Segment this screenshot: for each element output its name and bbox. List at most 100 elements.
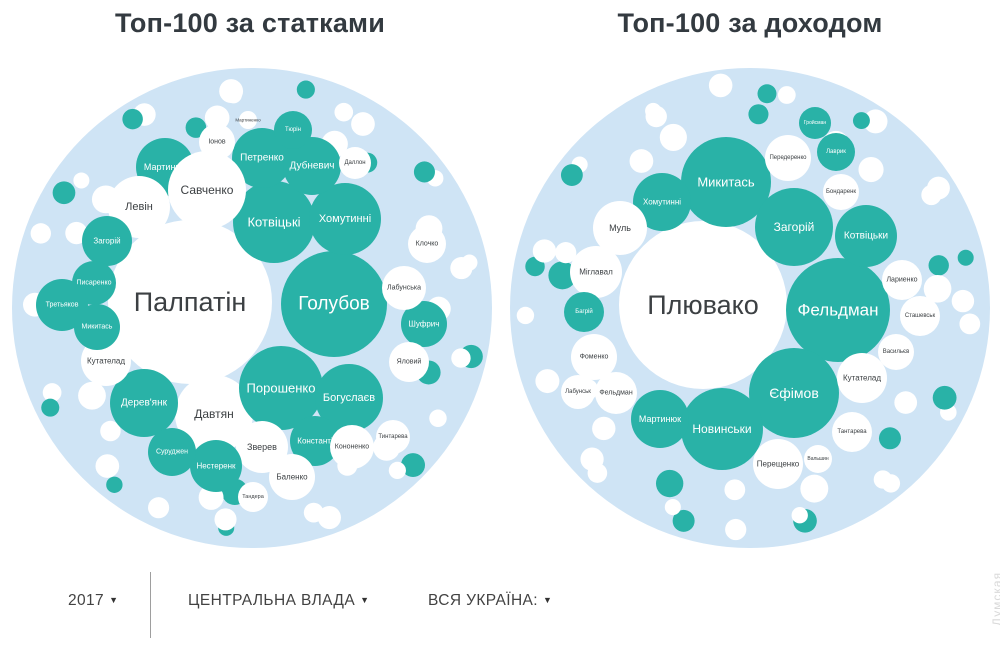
bubble-income-ring1-19[interactable] — [863, 109, 888, 134]
bubble-wealth-ring0-5[interactable] — [100, 420, 121, 442]
bubble-income-2[interactable] — [681, 137, 771, 227]
bubble-income-1[interactable] — [786, 258, 890, 362]
bubble-income-ring1-18[interactable] — [777, 86, 796, 104]
bubble-wealth-11[interactable] — [315, 364, 383, 432]
bubble-wealth-ring1-23[interactable] — [296, 80, 315, 99]
bubble-income-ring1-6[interactable] — [587, 463, 608, 483]
bubble-income-ring1-1[interactable] — [791, 507, 808, 524]
bubble-wealth-ring1-4[interactable] — [388, 461, 406, 479]
bubble-income-11[interactable] — [564, 292, 604, 332]
bubble-income-ring1-13[interactable] — [560, 164, 583, 186]
bubble-wealth-24[interactable] — [376, 420, 410, 454]
bubble-wealth-0[interactable] — [108, 220, 272, 384]
bubble-income-ring1-4[interactable] — [664, 498, 681, 516]
bubble-wealth-3[interactable] — [309, 183, 381, 255]
bubble-income-0[interactable] — [619, 221, 787, 389]
bubble-income-15[interactable] — [753, 439, 803, 489]
bubble-wealth-ring1-25[interactable] — [351, 112, 375, 136]
bubble-wealth-30[interactable] — [274, 111, 312, 149]
bubble-income-13[interactable] — [595, 372, 637, 414]
bubble-income-ring0-6[interactable] — [659, 123, 687, 152]
bubble-income-ring0-10[interactable] — [928, 255, 949, 276]
bubble-income-4[interactable] — [835, 205, 897, 267]
bubble-wealth-ring1-24[interactable] — [334, 102, 354, 122]
bubble-wealth-13[interactable] — [290, 416, 340, 466]
bubble-wealth-23[interactable] — [330, 425, 374, 469]
bubble-income-23[interactable] — [817, 133, 855, 171]
bubble-wealth-ring1-11[interactable] — [95, 454, 120, 478]
bubble-wealth-26[interactable] — [382, 266, 426, 310]
bubble-income-21[interactable] — [900, 296, 940, 336]
bubble-income-10[interactable] — [570, 246, 622, 298]
bubble-wealth-2[interactable] — [233, 181, 315, 263]
bubble-wealth-ring1-17[interactable] — [52, 181, 76, 205]
bubble-wealth-14[interactable] — [236, 421, 288, 473]
bubble-income-ring0-7[interactable] — [748, 104, 769, 125]
bubble-wealth-ring0-8[interactable] — [65, 221, 88, 245]
bubble-income-12[interactable] — [571, 334, 617, 380]
bubble-income-ring0-0[interactable] — [655, 469, 684, 498]
bubble-income-ring1-22[interactable] — [927, 176, 950, 200]
bubble-wealth-ring1-20[interactable] — [122, 108, 143, 130]
bubble-income-8[interactable] — [633, 173, 691, 231]
bubble-wealth-10[interactable] — [239, 346, 323, 430]
bubble-wealth-ring1-3[interactable] — [401, 453, 426, 478]
bubble-income-ring1-24[interactable] — [951, 289, 975, 313]
bubble-income-ring1-3[interactable] — [672, 509, 695, 532]
bubble-wealth-28[interactable] — [389, 342, 429, 382]
bubble-wealth-19[interactable] — [74, 304, 120, 350]
bubble-income-ring1-23[interactable] — [957, 249, 974, 266]
bubble-income-ring1-8[interactable] — [535, 369, 560, 394]
bubble-wealth-ring0-6[interactable] — [78, 381, 106, 410]
year-filter-dropdown[interactable]: 2017 ▼ — [68, 592, 118, 610]
bubble-income-20[interactable] — [882, 260, 922, 300]
bubble-income-ring1-16[interactable] — [708, 73, 733, 98]
bubble-wealth-ring0-10[interactable] — [185, 117, 207, 138]
bubble-income-ring0-3[interactable] — [548, 261, 577, 290]
bubble-income-16[interactable] — [804, 445, 832, 473]
bubble-wealth-27[interactable] — [408, 225, 446, 263]
bubble-wealth-ring1-10[interactable] — [106, 476, 123, 493]
government-filter-dropdown[interactable]: ЦЕНТРАЛЬНА ВЛАДА ▼ — [188, 592, 369, 610]
bubble-wealth-25[interactable] — [401, 301, 447, 347]
bubble-income-ring0-12[interactable] — [894, 391, 918, 414]
bubble-income-22[interactable] — [823, 174, 859, 210]
bubble-wealth-ring1-27[interactable] — [413, 161, 435, 183]
bubble-wealth-7[interactable] — [168, 151, 246, 229]
bubble-wealth-ring1-13[interactable] — [41, 398, 60, 417]
bubble-income-7[interactable] — [631, 390, 689, 448]
bubble-income-ring0-15[interactable] — [724, 479, 746, 501]
bubble-wealth-21[interactable] — [148, 428, 196, 476]
bubble-wealth-ring1-6[interactable] — [317, 506, 341, 530]
bubble-wealth-31[interactable] — [339, 147, 371, 179]
bubble-wealth-ring1-8[interactable] — [214, 508, 237, 531]
bubble-income-19[interactable] — [878, 334, 914, 370]
bubble-income-25[interactable] — [765, 135, 811, 181]
region-filter-dropdown[interactable]: ВСЯ УКРАЇНА: ▼ — [428, 592, 552, 610]
bubble-income-ring1-11[interactable] — [532, 239, 557, 263]
bubble-wealth-ring1-9[interactable] — [148, 497, 170, 519]
bubble-wealth-33[interactable] — [238, 482, 268, 512]
bubble-wealth-ring1-18[interactable] — [73, 172, 90, 189]
bubble-wealth-ring1-29[interactable] — [461, 254, 478, 271]
bubble-wealth-32[interactable] — [239, 111, 257, 129]
bubble-income-ring1-29[interactable] — [881, 474, 901, 493]
bubble-wealth-ring0-11[interactable] — [204, 105, 230, 131]
bubble-income-ring1-20[interactable] — [852, 112, 870, 130]
bubble-income-14[interactable] — [561, 375, 595, 409]
bubble-income-ring1-9[interactable] — [516, 306, 535, 325]
bubble-wealth-12[interactable] — [110, 369, 178, 437]
bubble-income-ring0-5[interactable] — [629, 149, 654, 173]
bubble-income-ring0-13[interactable] — [878, 427, 901, 450]
bubble-wealth-4[interactable] — [232, 128, 292, 188]
bubble-income-ring1-25[interactable] — [959, 313, 981, 335]
bubble-income-ring1-2[interactable] — [725, 518, 747, 541]
bubble-wealth-5[interactable] — [283, 137, 341, 195]
bubble-wealth-29[interactable] — [199, 124, 235, 160]
bubble-income-5[interactable] — [749, 348, 839, 438]
bubble-income-ring0-11[interactable] — [923, 274, 952, 303]
bubble-income-9[interactable] — [593, 201, 647, 255]
bubble-income-18[interactable] — [837, 353, 887, 403]
bubble-income-24[interactable] — [799, 107, 831, 139]
bubble-wealth-ring1-22[interactable] — [219, 79, 244, 104]
